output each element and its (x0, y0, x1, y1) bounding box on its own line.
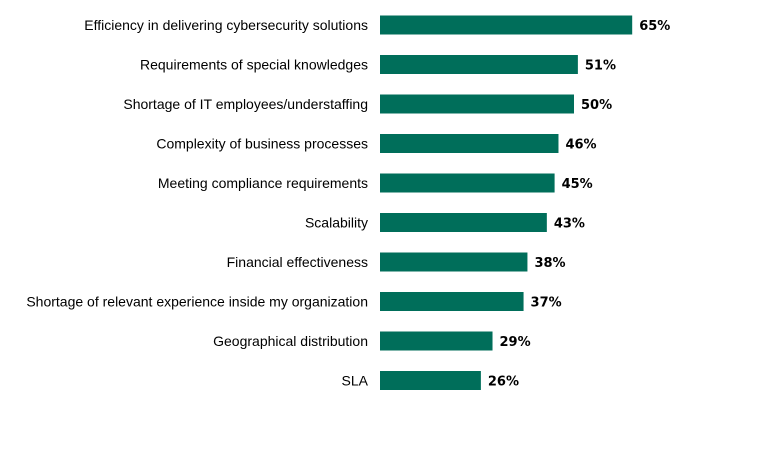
value-label: 38% (534, 256, 565, 271)
bar (380, 213, 547, 232)
bar (380, 173, 555, 193)
value-label: 45% (562, 177, 593, 192)
value-label: 43% (554, 217, 585, 232)
category-label: Requirements of special knowledges (140, 57, 368, 73)
bar (380, 55, 578, 74)
bar (380, 331, 493, 351)
category-label: Shortage of relevant experience inside m… (26, 294, 368, 310)
bar (380, 15, 633, 35)
category-label: Financial effectiveness (227, 254, 368, 270)
category-label: Efficiency in delivering cybersecurity s… (84, 17, 368, 33)
bar (380, 134, 559, 153)
bar (380, 94, 574, 114)
value-label: 65% (639, 19, 670, 34)
bar (380, 252, 528, 272)
bar (380, 292, 524, 311)
value-label: 37% (531, 296, 562, 311)
category-label: SLA (342, 373, 369, 389)
bar (380, 371, 481, 390)
value-label: 29% (500, 335, 531, 350)
plot-area: Efficiency in delivering cybersecurity s… (26, 15, 670, 390)
value-label: 26% (488, 375, 519, 390)
category-label: Complexity of business processes (156, 136, 368, 152)
value-label: 50% (581, 98, 612, 113)
category-label: Scalability (305, 215, 368, 231)
category-label: Meeting compliance requirements (158, 175, 368, 191)
category-label: Geographical distribution (213, 333, 368, 349)
value-label: 46% (565, 138, 596, 153)
category-label: Shortage of IT employees/understaffing (123, 96, 368, 112)
value-label: 51% (585, 59, 616, 74)
